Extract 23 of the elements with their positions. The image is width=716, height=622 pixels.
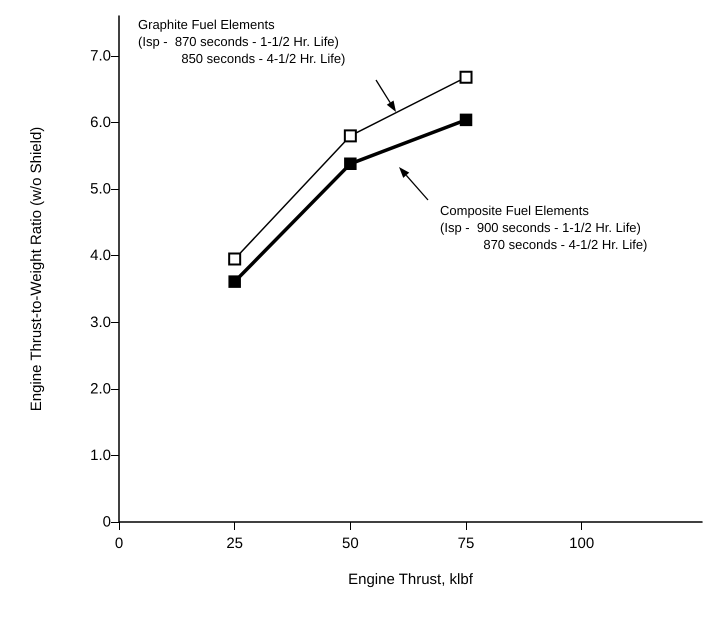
y-tick-label: 2.0 (90, 380, 111, 398)
y-tick-label: 4.0 (90, 247, 111, 264)
y-axis-title: Engine Thrust-to-Weight Ratio (w/o Shield) (28, 126, 45, 412)
annotation: Graphite Fuel Elements (Isp - 870 seconds - 1-1/2 Hr. Life) 850 seconds - 4-1/2 Hr. Life) (138, 17, 346, 66)
point (228, 252, 242, 266)
x-axis-title: Engine Thrust, klbf (348, 571, 474, 588)
y-tick-label: 7.0 (90, 47, 111, 64)
point (460, 114, 472, 126)
x-tick-label: 100 (569, 535, 594, 552)
y-tick-label: 1.0 (90, 446, 111, 464)
x-tick-label: 0 (114, 535, 124, 552)
x-tick-label: 25 (226, 535, 244, 552)
y-tick-label: 3.0 (90, 314, 111, 331)
point (460, 70, 473, 84)
x-tick-label: 75 (458, 535, 474, 552)
x-tick-label: 50 (342, 535, 359, 552)
y-tick-label: 6.0 (90, 114, 111, 132)
point (344, 129, 357, 142)
y-tick-label: 5.0 (90, 180, 111, 198)
y-tick-label: 0 (102, 514, 111, 530)
annotation: Composite Fuel Elements (Isp - 900 seconds - 1-1/2 Hr. Life) 870 seconds - 4-1/2 Hr. Life) (440, 203, 648, 252)
point (228, 275, 241, 288)
point (344, 158, 357, 170)
